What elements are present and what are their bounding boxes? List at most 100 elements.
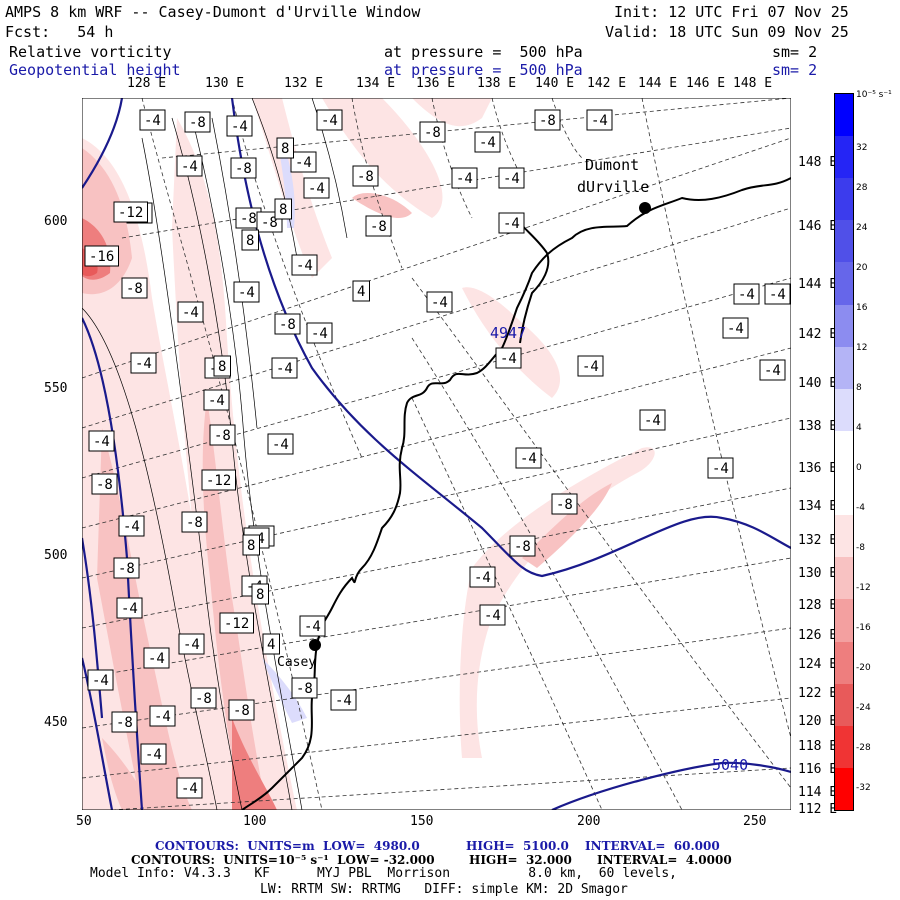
vorticity-label-text: -4	[296, 258, 313, 274]
vorticity-label-text: 8	[256, 587, 264, 603]
vorticity-label-text: -4	[727, 321, 744, 337]
vorticity-label-box	[303, 177, 330, 199]
vorticity-label-text: -8	[514, 539, 531, 555]
colorbar-swatch	[835, 388, 853, 432]
colorbar-label: -4	[856, 503, 865, 514]
vorticity-label-box	[271, 357, 298, 379]
vorticity-label-text: -4	[764, 363, 781, 379]
vorticity-label-box	[469, 566, 496, 588]
vorticity-label-text: -4	[272, 437, 289, 453]
vorticity-label-text: -4	[591, 113, 608, 129]
vorticity-label-text: -8	[233, 703, 250, 719]
vorticity-label-text: -4	[503, 216, 520, 232]
vorticity-label-text: -12	[118, 205, 143, 221]
vorticity-label-box	[426, 291, 453, 313]
vorticity-label-box	[639, 409, 666, 431]
vorticity-label-text: -4	[182, 305, 199, 321]
vorticity-label-box	[267, 433, 294, 455]
vorticity-label-text: -4	[92, 673, 109, 689]
right-lon-label: 126 E	[798, 628, 838, 643]
vorticity-label-box	[764, 283, 791, 305]
vorticity-label-text: -8	[240, 211, 257, 227]
vorticity-label-box	[262, 633, 280, 655]
vorticity-label-text: -12	[224, 616, 249, 632]
vorticity-label-text: -8	[261, 215, 278, 231]
colorbar-label: -16	[856, 623, 871, 634]
x-tick-label: 250	[743, 814, 767, 829]
vorticity-label-text: 4	[267, 637, 275, 653]
vorticity-label-box	[118, 515, 145, 537]
vorticity-label-box	[116, 597, 143, 619]
right-lon-label: 130 E	[798, 566, 838, 581]
colorbar-label: -12	[856, 583, 871, 594]
vorticity-label-box	[707, 457, 734, 479]
vorticity-label-text: 8	[279, 202, 287, 218]
colorbar-label: 4	[856, 423, 862, 434]
vorticity-label-box	[177, 301, 204, 323]
vorticity-label-text: -4	[93, 434, 110, 450]
vorticity-label-text: -4	[738, 287, 755, 303]
vorticity-label-text: -4	[308, 181, 325, 197]
colorbar-label: 20	[856, 263, 868, 274]
vorticity-label-box	[139, 109, 166, 131]
vorticity-label-box	[176, 155, 203, 177]
field2-name: Geopotential height	[9, 61, 181, 79]
geopotential-contours	[82, 98, 791, 810]
vorticity-label-text: -4	[304, 619, 321, 635]
right-lon-label: 144 E	[798, 277, 838, 292]
colorbar-swatch	[835, 473, 853, 516]
right-lon-label: 122 E	[798, 686, 838, 701]
vorticity-label-box	[190, 687, 217, 709]
colorbar-swatch	[835, 304, 853, 348]
vorticity-label-text: -8	[556, 497, 573, 513]
x-tick-label: 50	[76, 814, 92, 829]
y-tick-label: 550	[44, 381, 68, 396]
vorticity-label-box	[509, 535, 536, 557]
vorticity-label-text: -8	[424, 125, 441, 141]
colorbar-label: -28	[856, 743, 871, 754]
field2-level: at pressure = 500 hPa	[384, 61, 583, 79]
vorticity-label-text: -4	[154, 709, 171, 725]
vorticity-label-box	[759, 359, 786, 381]
vorticity-label-text: -12	[206, 473, 231, 489]
vorticity-label-text: -4	[148, 651, 165, 667]
vorticity-label-text: -4	[500, 351, 517, 367]
footer-physics-info: LW: RRTM SW: RRTMG DIFF: simple KM: 2D S…	[260, 882, 628, 897]
vorticity-label-box	[84, 245, 119, 267]
top-lon-label: 136 E	[416, 76, 456, 91]
field1-level: at pressure = 500 hPa	[384, 43, 583, 61]
vorticity-label-text: 8	[218, 359, 226, 375]
vorticity-label-text: -4	[484, 608, 501, 624]
vorticity-label-box	[291, 254, 318, 276]
vorticity-label-text: -8	[214, 428, 231, 444]
vorticity-label-text: -4	[181, 781, 198, 797]
vorticity-label-text: -4	[474, 570, 491, 586]
field1-name: Relative vorticity	[9, 43, 172, 61]
vorticity-label-text: -4	[238, 285, 255, 301]
vorticity-label-text: -8	[118, 561, 135, 577]
vorticity-label-box	[419, 121, 446, 143]
vorticity-label-text: -4	[321, 113, 338, 129]
vorticity-label-box	[479, 604, 506, 626]
vorticity-label-text: -16	[89, 249, 114, 265]
vorticity-label-text: -8	[96, 477, 113, 493]
vorticity-label-box	[203, 389, 230, 411]
vorticity-label-text: -8	[235, 161, 252, 177]
vorticity-label-box	[209, 424, 236, 446]
vorticity-label-text: -8	[279, 317, 296, 333]
vorticity-label-text: -8	[357, 169, 374, 185]
vorticity-label-box	[551, 493, 578, 515]
right-lon-label: 136 E	[798, 461, 838, 476]
colorbar-label: 0	[856, 463, 862, 474]
vorticity-label-text: -4	[311, 326, 328, 342]
right-lon-label: 146 E	[798, 219, 838, 234]
x-tick-label: 150	[410, 814, 434, 829]
right-lon-label: 112 E	[798, 802, 838, 817]
top-lon-label: 148 E	[733, 76, 773, 91]
vorticity-label-text: -4	[520, 451, 537, 467]
colorbar	[834, 93, 854, 811]
vorticity-label-box	[577, 355, 604, 377]
vorticity-label-box	[290, 151, 317, 173]
vorticity-label-text: -4	[208, 393, 225, 409]
right-lon-label: 140 E	[798, 376, 838, 391]
